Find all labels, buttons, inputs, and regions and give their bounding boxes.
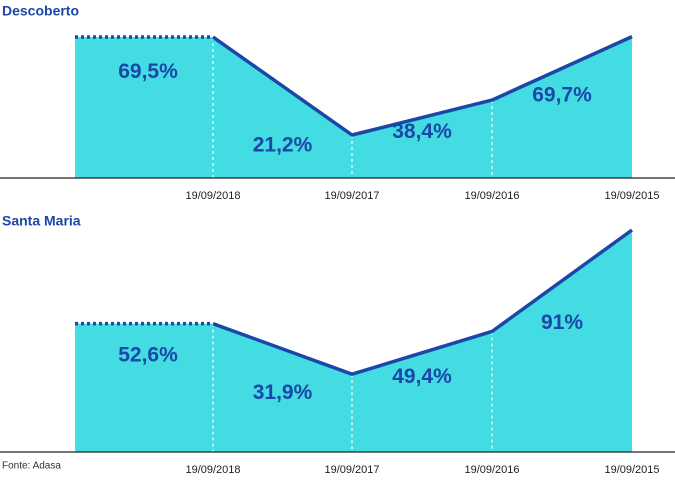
x-tick-label: 19/09/2017 [324,464,379,476]
x-tick-label: 19/09/2015 [604,190,659,202]
x-tick-label: 19/09/2018 [185,464,240,476]
value-label: 21,2% [253,133,313,156]
value-label: 31,9% [253,381,313,404]
value-label: 69,5% [118,60,178,83]
line [211,35,633,137]
x-tick-label: 19/09/2015 [604,464,659,476]
x-tick-label: 19/09/2017 [324,190,379,202]
line [212,228,634,376]
source: Fonte: Adasa [2,461,61,472]
x-tick-label: 19/09/2018 [185,190,240,202]
chart-title: Descoberto [2,3,79,19]
x-tick-label: 19/09/2016 [464,464,519,476]
value-label: 91% [541,311,583,334]
value-label: 49,4% [392,365,452,388]
value-label: 69,7% [532,83,592,106]
value-label: 52,6% [118,343,178,366]
x-tick-label: 19/09/2016 [464,190,519,202]
area-fill [75,36,632,179]
chart-title: Santa Maria [2,213,81,229]
area-fill [75,230,632,452]
value-label: 38,4% [392,120,452,143]
